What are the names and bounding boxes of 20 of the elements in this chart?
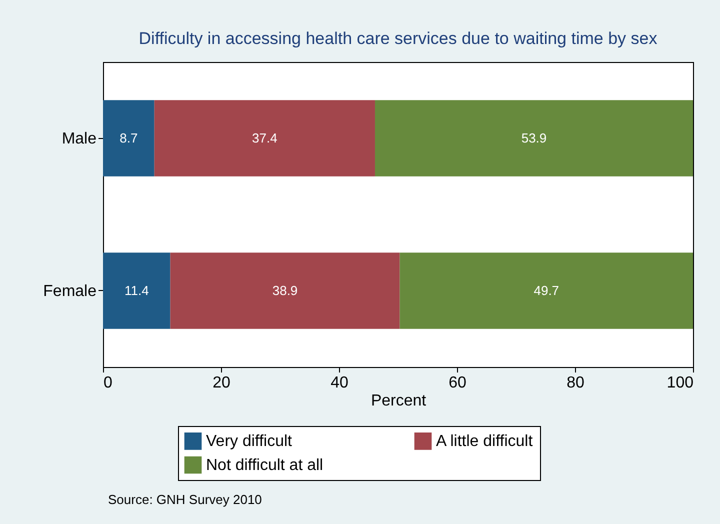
x-tick-label: 80	[566, 374, 584, 392]
data-label: 49.7	[534, 282, 560, 298]
y-tick-label: Male	[62, 130, 97, 148]
x-tick-label: 20	[212, 374, 230, 392]
x-tick-label: 0	[104, 374, 112, 392]
data-label: 11.4	[124, 282, 149, 298]
data-label: 53.9	[521, 130, 547, 146]
y-tick-label: Female	[43, 282, 97, 300]
x-axis-title: Percent	[370, 392, 427, 410]
legend-label: Very difficult	[206, 433, 293, 450]
data-label: 8.7	[120, 130, 138, 146]
x-tick-label: 100	[666, 374, 694, 392]
legend-label: A little difficult	[436, 433, 534, 450]
data-label: 37.4	[252, 130, 278, 146]
chart-title: Difficulty in accessing health care services due to waiting time by sex	[138, 29, 658, 48]
x-tick-label: 40	[330, 374, 348, 392]
source-note: Source: GNH Survey 2010	[108, 492, 262, 507]
x-tick-label: 60	[448, 374, 466, 392]
data-label: 38.9	[272, 282, 298, 298]
legend-label: Not difficult at all	[206, 457, 324, 474]
